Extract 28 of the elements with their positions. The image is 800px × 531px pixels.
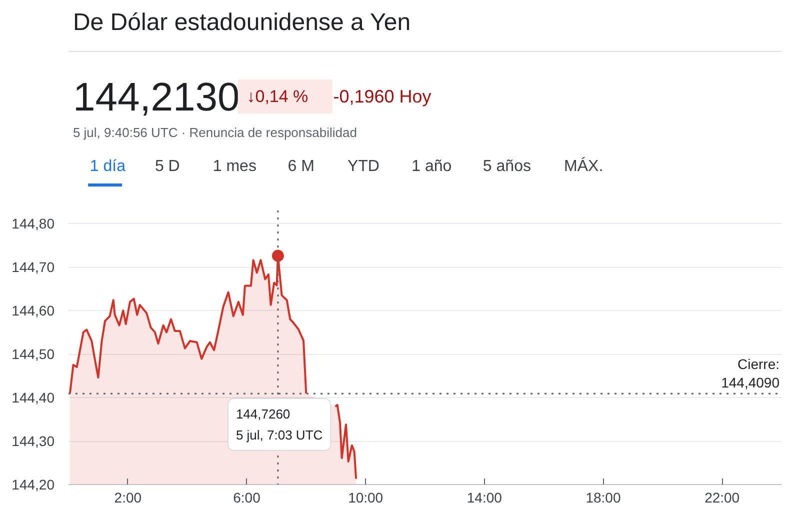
text: ↓0,14 % xyxy=(246,87,308,106)
ref-line-label: Cierre: 144,4090 xyxy=(721,356,780,391)
text: -0,1960 Hoy xyxy=(333,86,432,106)
y-tick-label: 144,80 xyxy=(12,216,55,232)
y-tick-label: 144,30 xyxy=(12,433,55,450)
x-tick-label: 6:00 xyxy=(233,490,261,506)
x-tick-label: 22:00 xyxy=(704,490,740,506)
x-tick-label: 10:00 xyxy=(348,490,384,506)
text: 1 mes xyxy=(212,158,256,175)
text: 1 año xyxy=(412,158,452,175)
x-tick-label: 18:00 xyxy=(586,490,621,506)
text: 1 día xyxy=(90,158,126,175)
text: 5 D xyxy=(154,158,180,175)
x-tick-label: 14:00 xyxy=(466,490,502,506)
chart-title: De Dólar estadounidense a Yen xyxy=(72,9,411,36)
annotation: 144,7260 5 jul, 7:03 UTC xyxy=(236,406,323,442)
y-tick-label: 144,50 xyxy=(12,346,55,362)
y-tick-label: 144,70 xyxy=(12,259,55,276)
text: 144,2130 xyxy=(72,76,240,120)
text: MÁX. xyxy=(564,157,604,175)
x-tick-label: 2:00 xyxy=(114,490,142,506)
y-tick-label: 144,20 xyxy=(12,476,55,492)
text: 6 M xyxy=(288,158,314,175)
text: 5 jul, 9:40:56 UTC · Renuncia de responsabilidad xyxy=(72,125,357,140)
y-tick-label: 144,40 xyxy=(12,390,55,406)
text: 5 años xyxy=(482,158,531,175)
y-tick-label: 144,60 xyxy=(12,302,55,319)
text: YTD xyxy=(347,158,380,175)
